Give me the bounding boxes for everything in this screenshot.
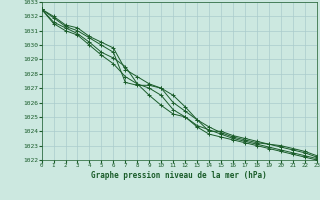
X-axis label: Graphe pression niveau de la mer (hPa): Graphe pression niveau de la mer (hPa) xyxy=(91,171,267,180)
